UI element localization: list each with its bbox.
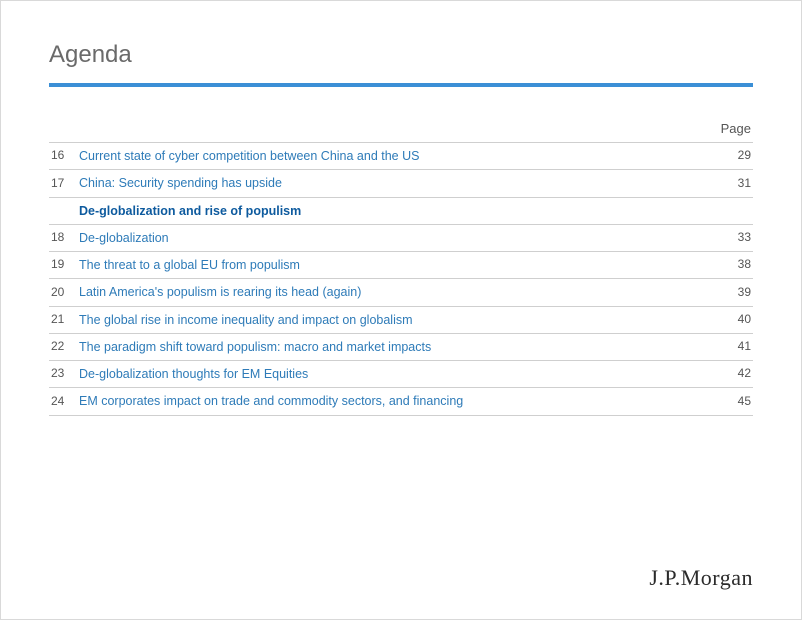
agenda-item-row: 20Latin America's populism is rearing it… <box>49 279 753 306</box>
agenda-body: 16Current state of cyber competition bet… <box>49 143 753 416</box>
section-title: De-globalization and rise of populism <box>77 197 753 224</box>
agenda-link[interactable]: De-globalization thoughts for EM Equitie… <box>79 367 308 381</box>
agenda-item-row: 21The global rise in income inequality a… <box>49 306 753 333</box>
row-page-number: 42 <box>713 361 753 388</box>
row-page-number: 45 <box>713 388 753 415</box>
row-page-number: 38 <box>713 252 753 279</box>
agenda-item-row: 16Current state of cyber competition bet… <box>49 143 753 170</box>
row-page-number: 39 <box>713 279 753 306</box>
agenda-link[interactable]: Latin America's populism is rearing its … <box>79 285 361 299</box>
row-page-number: 29 <box>713 143 753 170</box>
agenda-item-row: 23De-globalization thoughts for EM Equit… <box>49 361 753 388</box>
row-number-blank <box>49 197 77 224</box>
agenda-link[interactable]: China: Security spending has upside <box>79 176 282 190</box>
row-title-cell: De-globalization thoughts for EM Equitie… <box>77 361 713 388</box>
row-page-number: 31 <box>713 170 753 197</box>
agenda-link[interactable]: Current state of cyber competition betwe… <box>79 149 419 163</box>
row-number: 19 <box>49 252 77 279</box>
agenda-table: 16Current state of cyber competition bet… <box>49 142 753 416</box>
agenda-item-row: 24EM corporates impact on trade and comm… <box>49 388 753 415</box>
row-page-number: 33 <box>713 224 753 251</box>
title-rule <box>49 83 753 87</box>
agenda-item-row: 22The paradigm shift toward populism: ma… <box>49 333 753 360</box>
agenda-link[interactable]: EM corporates impact on trade and commod… <box>79 394 463 408</box>
row-title-cell: The global rise in income inequality and… <box>77 306 713 333</box>
page-column-header: Page <box>49 121 753 142</box>
agenda-item-row: 19The threat to a global EU from populis… <box>49 252 753 279</box>
agenda-item-row: 17China: Security spending has upside 31 <box>49 170 753 197</box>
row-number: 24 <box>49 388 77 415</box>
jpmorgan-logo: J.P.Morgan <box>649 565 753 591</box>
row-title-cell: Latin America's populism is rearing its … <box>77 279 713 306</box>
row-title-cell: Current state of cyber competition betwe… <box>77 143 713 170</box>
logo-suffix: Morgan <box>681 565 753 590</box>
row-page-number: 41 <box>713 333 753 360</box>
row-title-cell: China: Security spending has upside <box>77 170 713 197</box>
row-title-cell: De-globalization <box>77 224 713 251</box>
agenda-link[interactable]: The global rise in income inequality and… <box>79 313 413 327</box>
row-title-cell: The threat to a global EU from populism <box>77 252 713 279</box>
row-number: 17 <box>49 170 77 197</box>
agenda-section-row: De-globalization and rise of populism <box>49 197 753 224</box>
page-title: Agenda <box>49 41 753 69</box>
row-number: 21 <box>49 306 77 333</box>
row-number: 23 <box>49 361 77 388</box>
row-page-number: 40 <box>713 306 753 333</box>
agenda-link[interactable]: The threat to a global EU from populism <box>79 258 300 272</box>
row-number: 16 <box>49 143 77 170</box>
row-number: 20 <box>49 279 77 306</box>
agenda-link[interactable]: De-globalization <box>79 231 169 245</box>
row-title-cell: EM corporates impact on trade and commod… <box>77 388 713 415</box>
agenda-item-row: 18De-globalization 33 <box>49 224 753 251</box>
row-title-cell: The paradigm shift toward populism: macr… <box>77 333 713 360</box>
agenda-link[interactable]: The paradigm shift toward populism: macr… <box>79 340 431 354</box>
logo-prefix: J.P. <box>649 565 680 590</box>
page-container: Agenda Page 16Current state of cyber com… <box>1 1 801 416</box>
row-number: 18 <box>49 224 77 251</box>
row-number: 22 <box>49 333 77 360</box>
